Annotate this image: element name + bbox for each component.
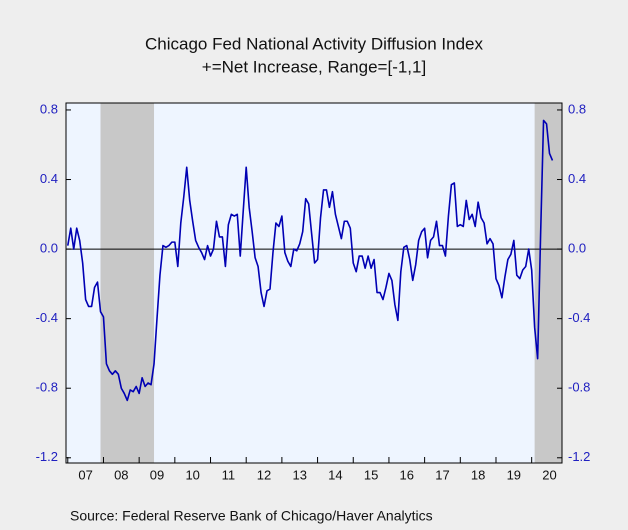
x-tick-label: 08 [114, 467, 128, 482]
x-tick-label: 14 [328, 467, 342, 482]
y2-tick-label: -0.8 [568, 380, 590, 395]
y2-tick-label: 0.8 [568, 101, 586, 116]
x-tick-label: 09 [150, 467, 164, 482]
x-tick-label: 11 [222, 467, 236, 482]
recession-band [100, 103, 155, 463]
y-tick-label: 0.0 [40, 241, 58, 256]
x-tick-label: 13 [292, 467, 306, 482]
data-line [66, 119, 554, 402]
y-tick-label: -0.4 [36, 310, 58, 325]
y-tick-label: -1.2 [36, 449, 58, 464]
x-tick-label: 16 [400, 467, 414, 482]
x-tick-label: 15 [364, 467, 378, 482]
plot-frame [65, 102, 563, 464]
x-tick-label: 12 [257, 467, 271, 482]
x-tick-label: 10 [185, 467, 199, 482]
y-tick-label: -0.8 [36, 380, 58, 395]
y2-tick-label: -0.4 [568, 310, 590, 325]
y2-tick-label: 0.4 [568, 171, 586, 186]
x-tick-label: 20 [542, 467, 556, 482]
x-tick-label: 18 [471, 467, 485, 482]
y-tick-label: 0.8 [40, 101, 58, 116]
source: Source: Federal Reserve Bank of Chicago/… [70, 508, 433, 524]
y2-tick-label: -1.2 [568, 449, 590, 464]
y2-tick-label: 0.0 [568, 241, 586, 256]
chart-subtitle: +=Net Increase, Range=[-1,1] [202, 57, 426, 76]
x-tick-label: 07 [78, 467, 92, 482]
x-tick-label: 17 [435, 467, 449, 482]
chart-title: Chicago Fed National Activity Diffusion … [145, 34, 483, 53]
x-tick-label: 19 [507, 467, 521, 482]
y-tick-label: 0.4 [40, 171, 58, 186]
